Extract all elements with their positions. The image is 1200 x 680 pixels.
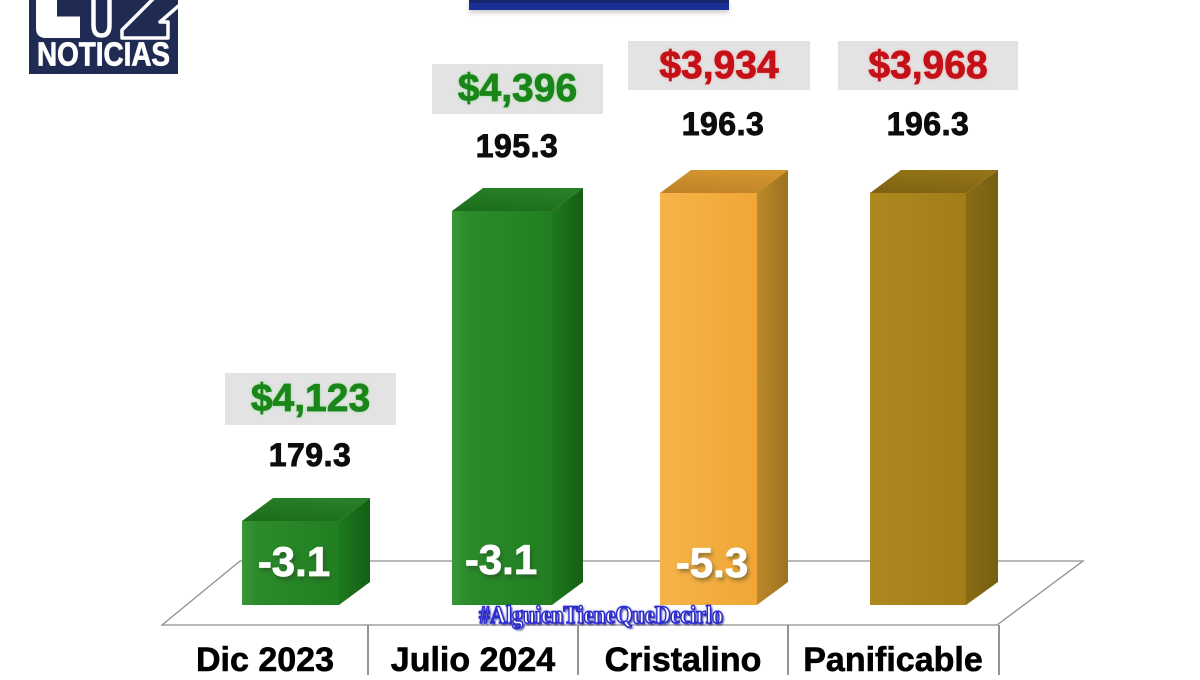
svg-text:NOTICIAS: NOTICIAS [37,36,170,73]
